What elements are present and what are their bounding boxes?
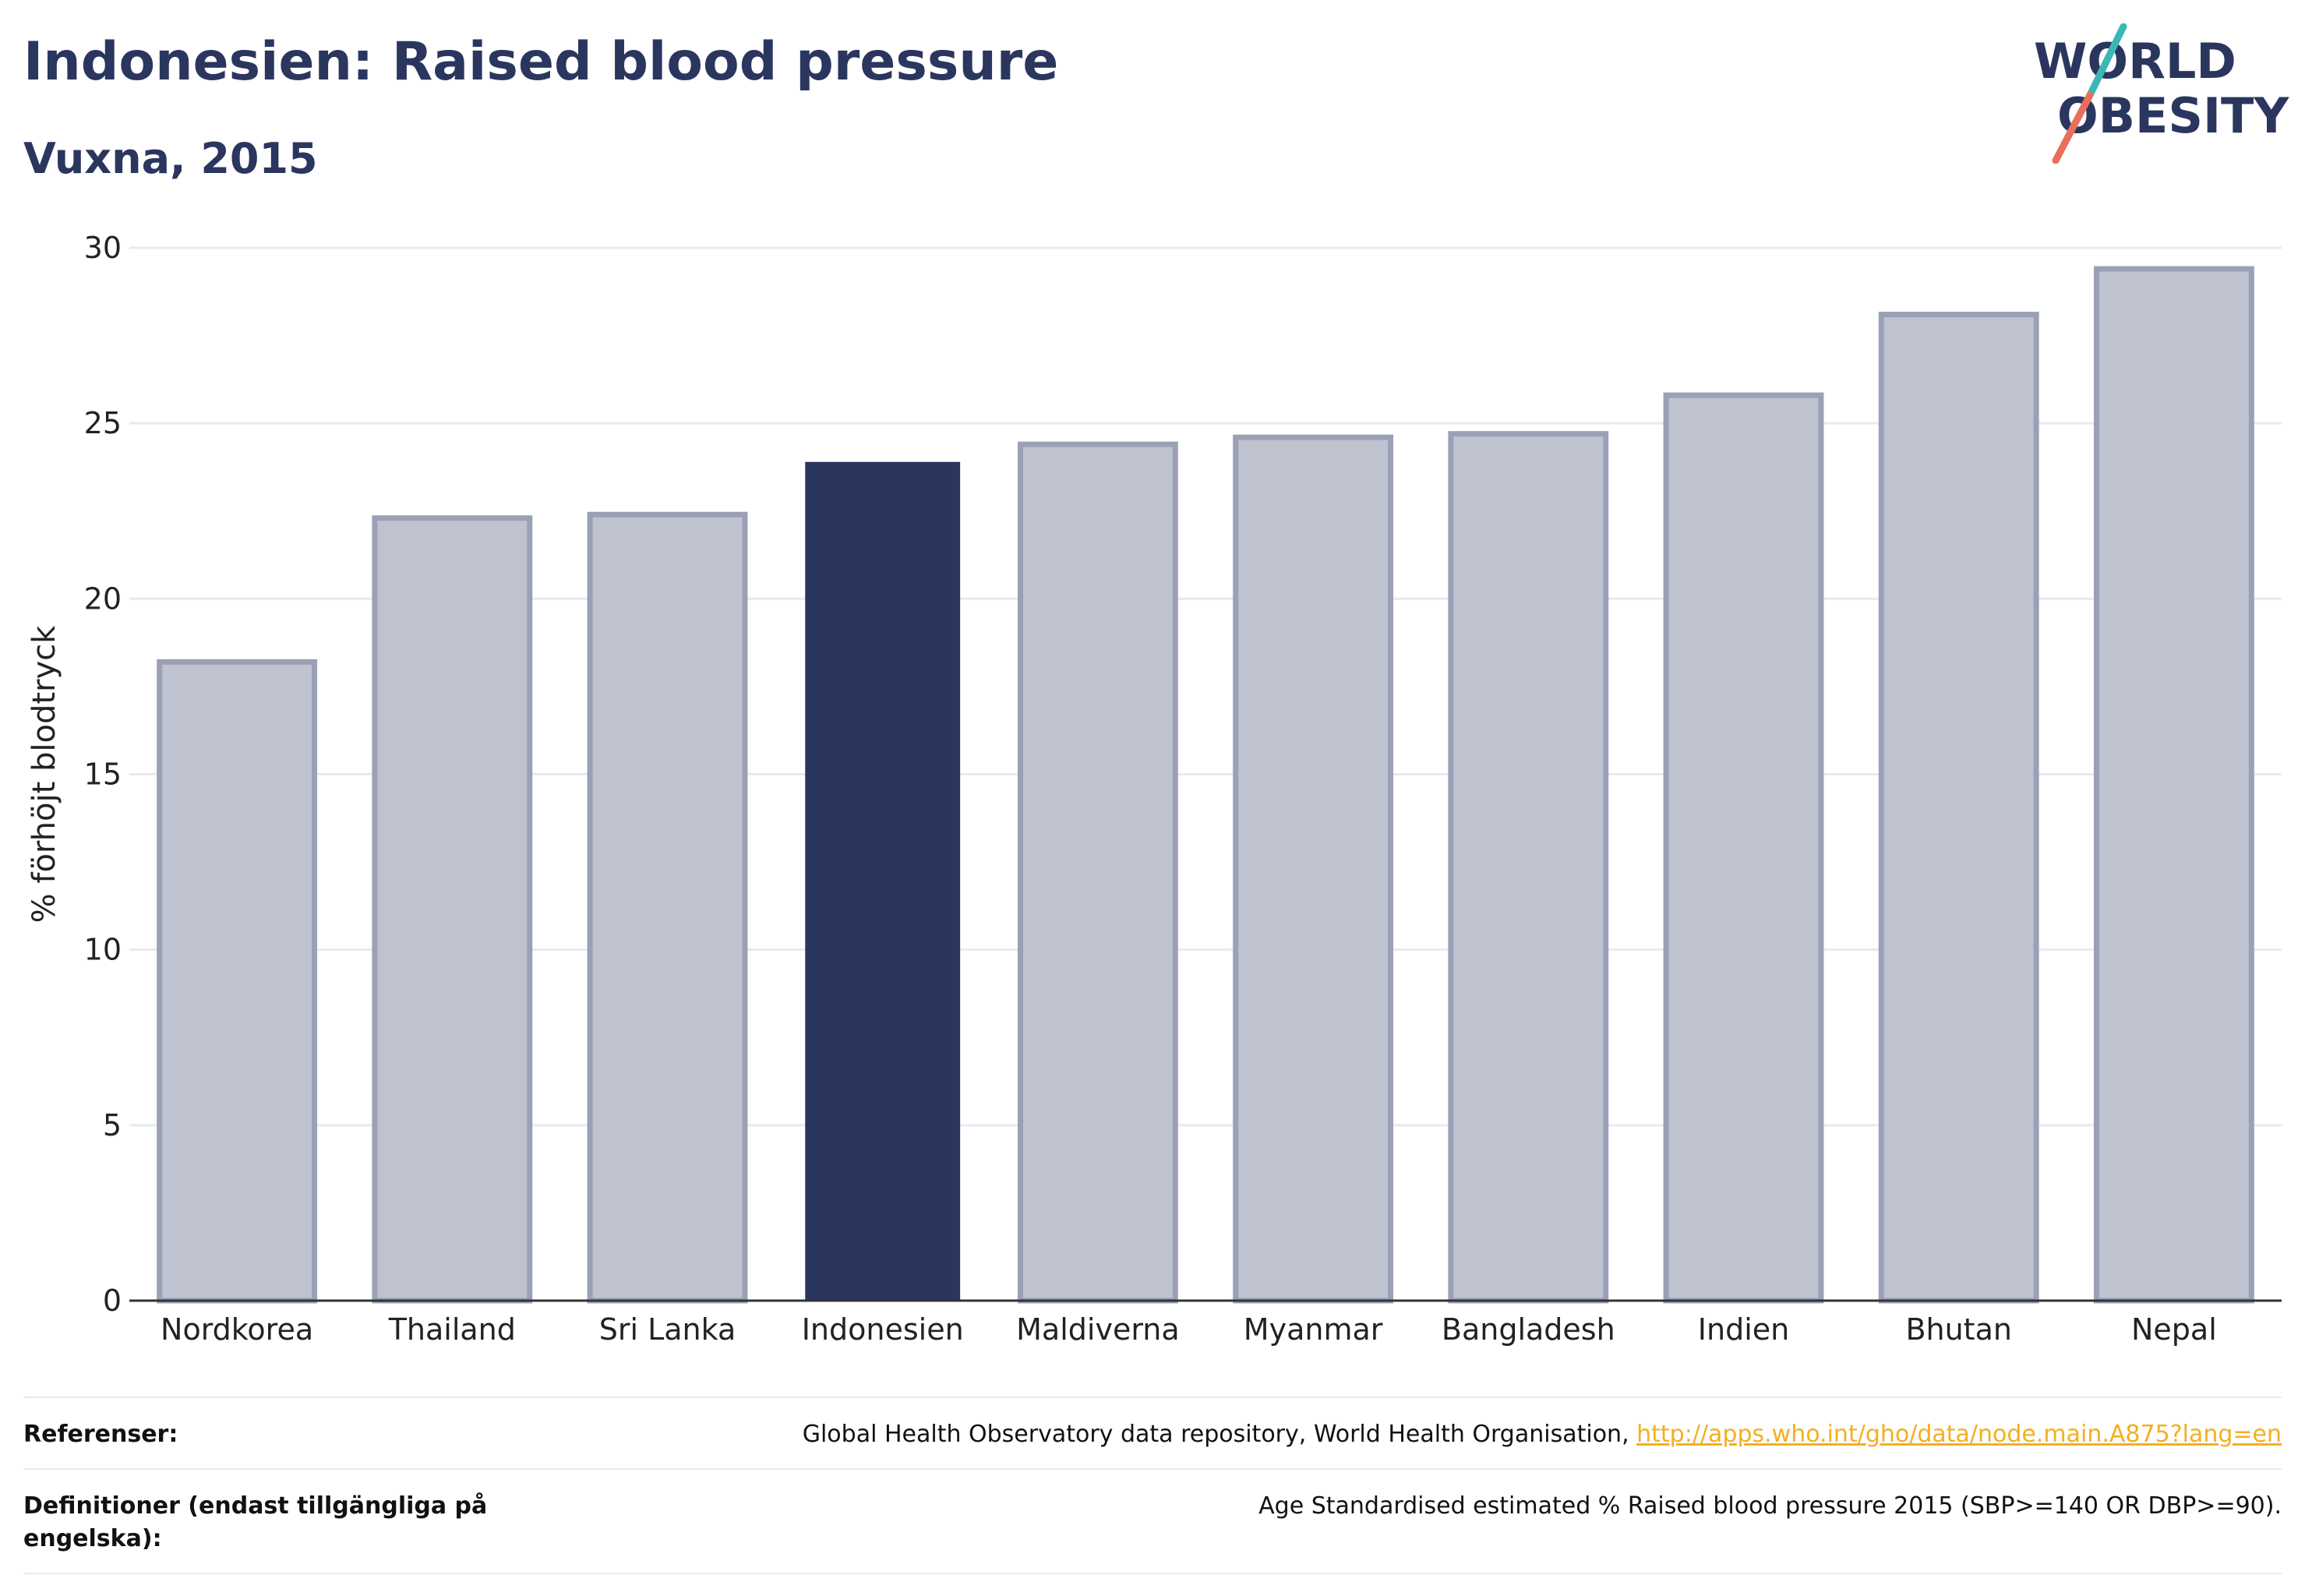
bar-nepal — [2093, 266, 2254, 1304]
bar-myanmar — [1233, 434, 1394, 1304]
chart-title: Indonesien: Raised blood pressure — [23, 31, 1059, 93]
y-tick-label: 20 — [84, 581, 122, 616]
references-value: Global Health Observatory data repositor… — [522, 1418, 2282, 1451]
logo-slash-top — [2086, 23, 2127, 99]
x-tick-label: Maldiverna — [1016, 1312, 1180, 1347]
x-tick-labels: Nordkorea Thailand Sri Lanka Indonesien Mald… — [161, 1312, 2217, 1347]
logo-line-1: WORLD — [2034, 33, 2236, 90]
y-tick-label: 15 — [84, 757, 122, 792]
bar-bangladesh — [1448, 431, 1609, 1304]
y-tick-label: 5 — [103, 1108, 122, 1142]
logo-slash-bottom — [2052, 91, 2094, 164]
x-tick-label: Nordkorea — [161, 1312, 313, 1347]
y-tick-label: 25 — [84, 406, 122, 440]
bar-nordkorea — [157, 659, 318, 1304]
x-tick-label: Bhutan — [1905, 1312, 2012, 1347]
bar-indonesien — [805, 461, 961, 1301]
x-tick-label: Indonesien — [802, 1312, 964, 1347]
definitions-value: Age Standardised estimated % Raised bloo… — [1258, 1492, 2282, 1520]
logo-line-2: OBESITY — [2057, 87, 2289, 144]
y-tick-labels: 0 5 10 15 20 25 30 — [84, 231, 122, 1318]
chart-subtitle: Vuxna, 2015 — [23, 134, 318, 183]
x-tick-label: Myanmar — [1244, 1312, 1383, 1347]
bar-sri-lanka — [587, 511, 748, 1304]
y-axis-label: % förhöjt blodtryck — [26, 625, 62, 923]
references-link[interactable]: http://apps.who.int/gho/data/node.main.A… — [1636, 1421, 2282, 1448]
references-label: Referenser: — [23, 1421, 178, 1448]
bar-maldiverna — [1017, 441, 1178, 1304]
y-tick-label: 0 — [103, 1284, 122, 1318]
bar-chart: 0 5 10 15 20 25 30 Nordkorea Thailand Sri Lanka I… — [26, 231, 2282, 1347]
x-tick-label: Nepal — [2131, 1312, 2217, 1347]
references-row: Referenser: Global Health Observatory da… — [23, 1396, 2282, 1468]
bars — [157, 266, 2254, 1304]
bar-bhutan — [1878, 312, 2039, 1304]
references-table: Referenser: Global Health Observatory da… — [23, 1396, 2282, 1574]
definitions-label: Definitioner (endast tillgängliga på eng… — [23, 1492, 488, 1552]
x-tick-label: Indien — [1698, 1312, 1789, 1347]
y-tick-label: 30 — [84, 231, 122, 265]
x-tick-label: Sri Lanka — [599, 1312, 736, 1347]
references-text: Global Health Observatory data repositor… — [802, 1421, 1637, 1448]
bar-indien — [1663, 392, 1824, 1304]
x-tick-label: Thailand — [388, 1312, 516, 1347]
y-tick-label: 10 — [84, 933, 122, 967]
x-tick-label: Bangladesh — [1442, 1312, 1615, 1347]
world-obesity-logo: WORLD OBESITY — [2034, 23, 2289, 164]
bar-thailand — [372, 515, 533, 1304]
definitions-row: Definitioner (endast tillgängliga på eng… — [23, 1468, 2282, 1574]
